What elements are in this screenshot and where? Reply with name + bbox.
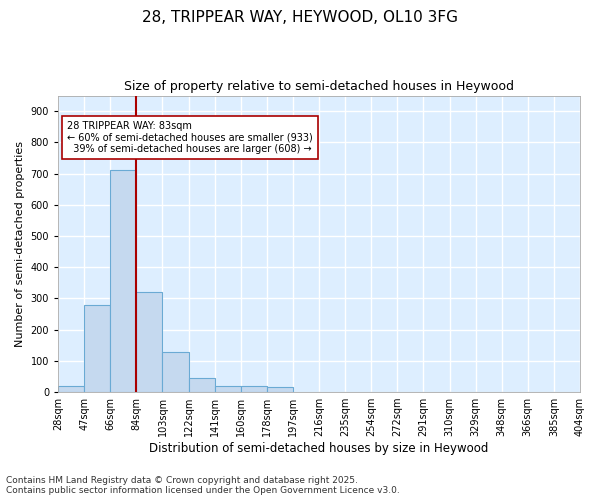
Bar [215, 386, 241, 392]
Bar [58, 386, 84, 392]
Y-axis label: Number of semi-detached properties: Number of semi-detached properties [15, 141, 25, 347]
Bar [110, 170, 136, 392]
Text: Contains HM Land Registry data © Crown copyright and database right 2025.
Contai: Contains HM Land Registry data © Crown c… [6, 476, 400, 495]
Bar [188, 378, 215, 392]
Bar [163, 352, 188, 392]
Bar [136, 292, 163, 392]
Title: Size of property relative to semi-detached houses in Heywood: Size of property relative to semi-detach… [124, 80, 514, 93]
Bar [241, 386, 267, 392]
X-axis label: Distribution of semi-detached houses by size in Heywood: Distribution of semi-detached houses by … [149, 442, 489, 455]
Text: 28 TRIPPEAR WAY: 83sqm
← 60% of semi-detached houses are smaller (933)
  39% of : 28 TRIPPEAR WAY: 83sqm ← 60% of semi-det… [67, 120, 313, 154]
Bar [84, 304, 110, 392]
Bar [267, 388, 293, 392]
Text: 28, TRIPPEAR WAY, HEYWOOD, OL10 3FG: 28, TRIPPEAR WAY, HEYWOOD, OL10 3FG [142, 10, 458, 25]
